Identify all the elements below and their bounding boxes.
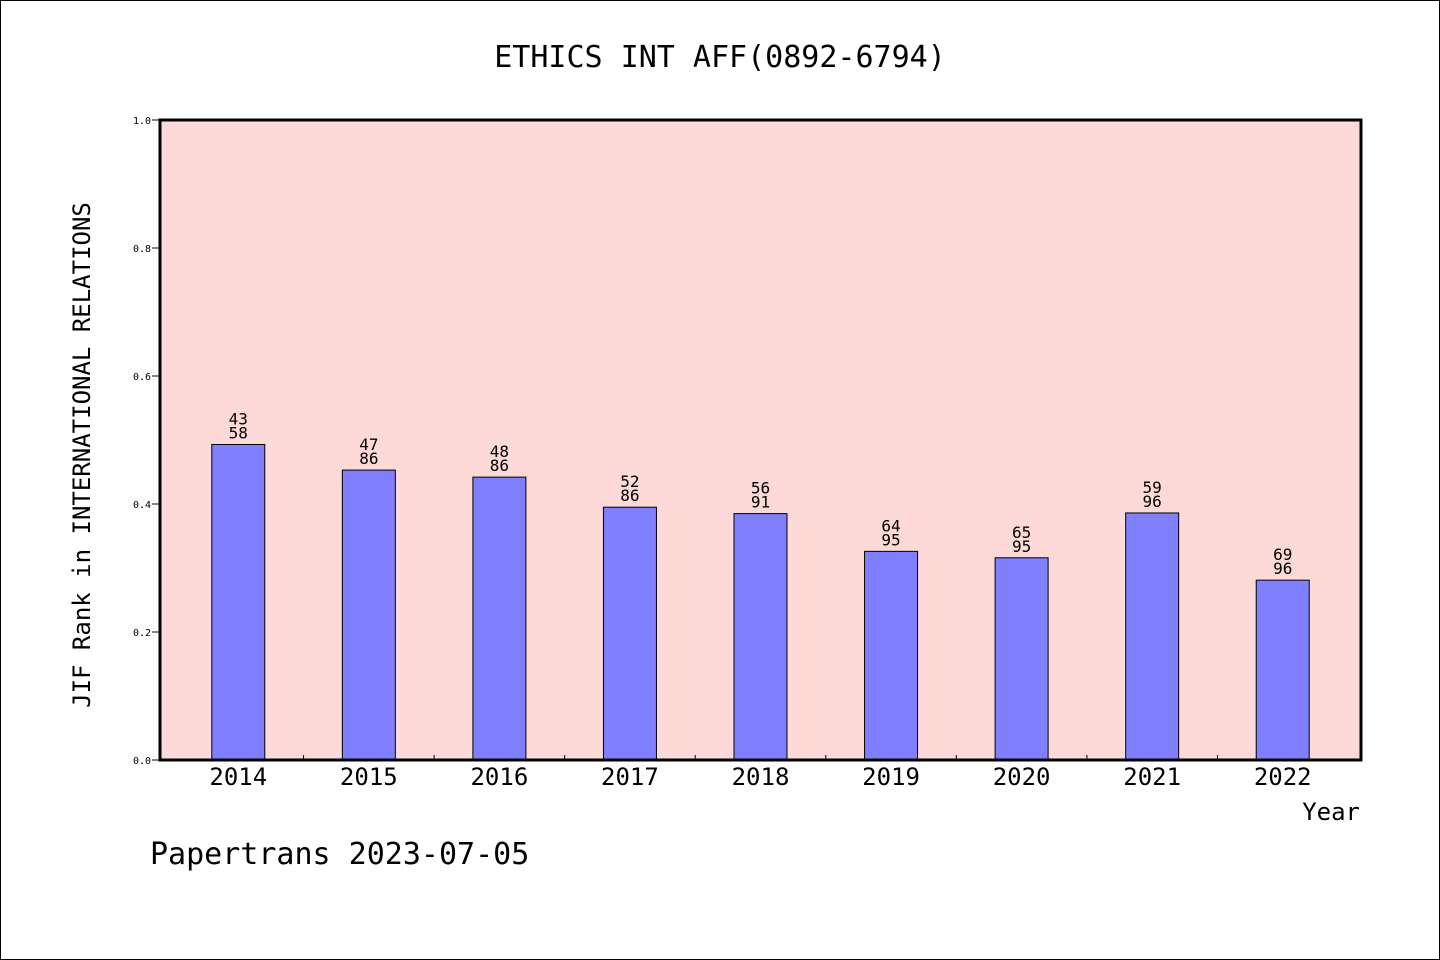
rank-label-2018: 56 [751,479,770,498]
bar-2015 [341,469,396,761]
x-tick-label-2019: 2019 [862,763,920,791]
x-tick-label-2017: 2017 [601,763,659,791]
rank-label-2021: 59 [1143,478,1162,497]
total-label-2021: 96 [1143,492,1162,511]
x-tick-label-2022: 2022 [1254,763,1312,791]
total-label-2014: 58 [229,423,248,442]
rank-label-2014: 43 [229,409,248,428]
bar-2021 [1125,512,1180,761]
rank-label-2020: 65 [1012,523,1031,542]
total-label-2017: 86 [620,486,639,505]
y-tick-label: 0.2 [133,628,151,639]
y-tick-label: 0.8 [133,244,151,255]
x-tick-label-2014: 2014 [209,763,267,791]
y-tick-label: 0.4 [133,500,151,511]
bar-2022 [1255,579,1310,761]
total-label-2018: 91 [751,493,770,512]
y-tick-label: 0.0 [133,756,151,767]
bars [211,443,1310,761]
footer-text: Papertrans 2023-07-05 [150,837,529,872]
bar-2014 [211,443,266,761]
x-tick-label-2018: 2018 [732,763,790,791]
total-label-2020: 95 [1012,537,1031,556]
bar-2020 [994,557,1049,761]
bar-2016 [472,476,527,761]
total-label-2019: 95 [881,530,900,549]
rank-label-2015: 47 [359,435,378,454]
chart-title: ETHICS INT AFF(0892-6794) [494,40,946,75]
total-label-2022: 96 [1273,559,1292,578]
plot-border [158,118,1363,762]
y-axis-ticks: 0.0 0.2 0.4 0.6 0.8 1.0 [133,116,160,767]
total-label-2016: 86 [490,456,509,475]
x-tick-label-2016: 2016 [470,763,528,791]
bar-2019 [864,550,919,761]
x-axis-label: Year [1302,798,1360,826]
x-axis-ticks: 2014 2015 2016 2017 2018 2019 2020 2021 2022 [209,755,1312,791]
x-tick-label-2015: 2015 [340,763,398,791]
y-tick-label: 1.0 [133,116,151,127]
bar-2018 [733,513,788,761]
y-tick-label: 0.6 [133,372,151,383]
total-label-2015: 86 [359,449,378,468]
y-axis-label: JIF Rank in INTERNATIONAL RELATIONS [68,202,96,708]
x-tick-label-2020: 2020 [993,763,1051,791]
rank-label-2022: 69 [1273,545,1292,564]
bar-2017 [602,506,657,761]
x-tick-label-2021: 2021 [1123,763,1181,791]
rank-label-2016: 48 [490,442,509,461]
rank-label-2019: 64 [881,516,900,535]
rank-label-2017: 52 [620,472,639,491]
